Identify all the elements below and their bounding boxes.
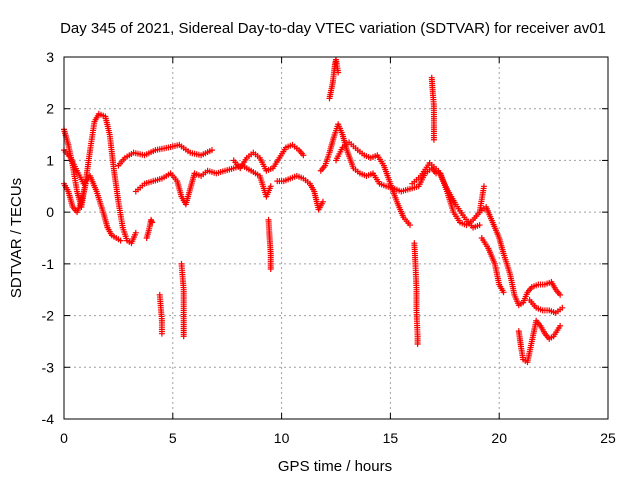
y-tick-label: 3 <box>46 49 54 65</box>
data-point <box>267 183 274 190</box>
chart-title: Day 345 of 2021, Sidereal Day-to-day VTE… <box>60 20 606 37</box>
data-point <box>557 322 564 329</box>
data-point <box>300 152 307 159</box>
x-tick-label: 15 <box>383 430 399 446</box>
y-tick-label: -3 <box>42 359 55 375</box>
data-point <box>117 237 124 244</box>
y-axis-label: SDTVAR / TECUs <box>8 178 25 298</box>
x-tick-label: 0 <box>60 430 68 446</box>
x-tick-label: 5 <box>169 430 177 446</box>
data-point <box>82 180 89 187</box>
data-point <box>208 147 215 154</box>
x-axis-label: GPS time / hours <box>278 458 392 475</box>
data-point <box>132 229 139 236</box>
data-point <box>180 333 187 340</box>
data-point <box>559 304 566 311</box>
data-point <box>430 136 437 143</box>
data-point <box>414 341 421 348</box>
data-point <box>267 266 274 273</box>
y-tick-label: 1 <box>46 152 54 168</box>
data-point <box>480 183 487 190</box>
data-point <box>406 222 413 229</box>
x-tick-label: 20 <box>491 430 507 446</box>
data-point <box>335 69 342 76</box>
x-tick-label: 25 <box>600 430 616 446</box>
data-point <box>158 330 165 337</box>
data-points <box>61 56 566 366</box>
plot-frame <box>63 56 609 420</box>
data-point <box>149 219 156 226</box>
y-tick-label: -4 <box>42 411 55 427</box>
y-tick-label: 2 <box>46 101 54 117</box>
y-tick-label: 0 <box>46 204 54 220</box>
data-point <box>500 289 507 296</box>
y-tick-label: -1 <box>42 256 55 272</box>
y-tick-label: -2 <box>42 308 55 324</box>
data-point <box>319 198 326 205</box>
axis-ticks: -4 -3 -2 -1 0 1 2 3 0 5 10 15 20 25 <box>42 49 616 446</box>
x-tick-label: 10 <box>274 430 290 446</box>
data-point <box>476 222 483 229</box>
data-point <box>557 291 564 298</box>
